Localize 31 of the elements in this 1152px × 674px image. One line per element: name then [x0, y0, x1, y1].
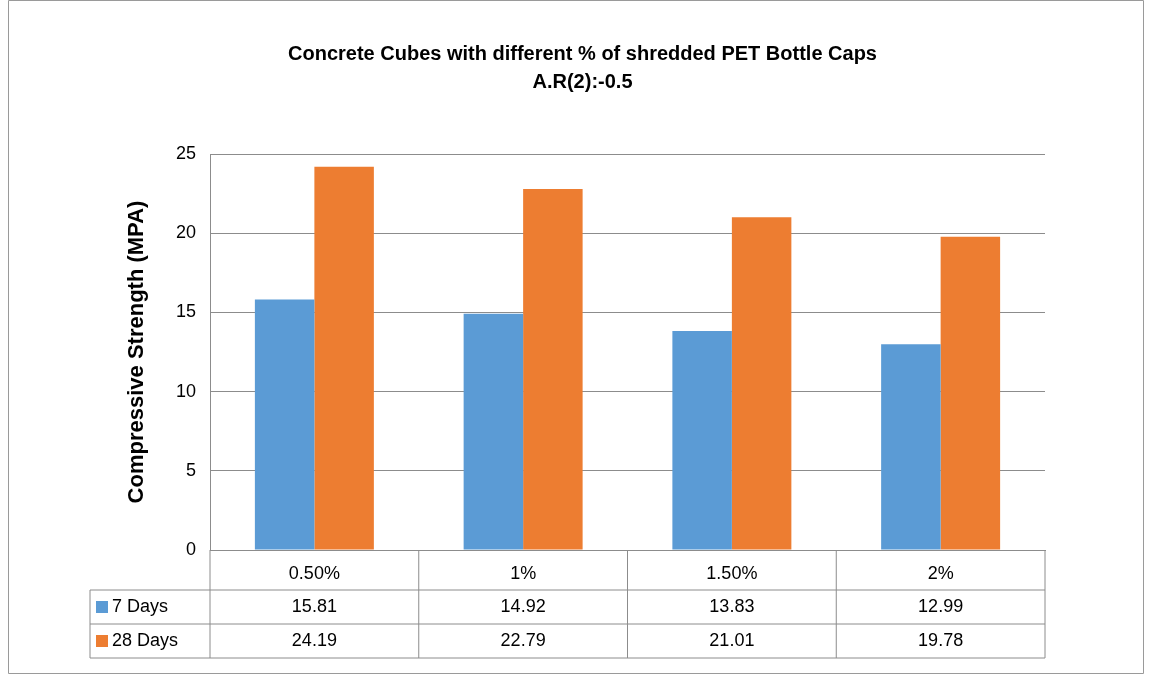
data-label: 21.01 — [709, 629, 755, 650]
legend-label: 7 Days — [112, 595, 169, 616]
y-axis-title: Compressive Strength (MPA) — [123, 200, 149, 504]
y-tick-label: 10 — [175, 380, 196, 401]
bar — [881, 344, 941, 550]
data-label: 12.99 — [918, 595, 964, 616]
data-label: 13.83 — [709, 595, 755, 616]
bar — [731, 217, 792, 550]
bar — [314, 166, 374, 550]
data-label: 19.78 — [918, 629, 964, 650]
chart-subtitle: A.R(2):-0.5 — [532, 69, 633, 92]
bar — [254, 299, 315, 550]
x-tick-label: 1% — [510, 562, 537, 583]
x-tick-label: 2% — [927, 562, 954, 583]
data-label: 14.92 — [500, 595, 546, 616]
y-tick-label: 25 — [175, 142, 196, 163]
bar — [940, 236, 1001, 550]
data-label: 22.79 — [500, 629, 546, 650]
y-tick-label: 15 — [175, 301, 196, 322]
y-tick-label: 20 — [175, 222, 196, 243]
legend-label: 28 Days — [112, 629, 179, 650]
y-tick-label: 5 — [185, 459, 196, 480]
y-tick-label: 0 — [185, 538, 196, 559]
data-label: 15.81 — [291, 595, 337, 616]
bar — [672, 330, 732, 550]
bar — [463, 313, 524, 550]
bar — [523, 189, 583, 550]
x-tick-label: 0.50% — [288, 562, 340, 583]
x-tick-label: 1.50% — [706, 562, 758, 583]
chart-title: Concrete Cubes with different % of shredded PET Bottle Caps — [288, 41, 877, 64]
data-label: 24.19 — [291, 629, 337, 650]
